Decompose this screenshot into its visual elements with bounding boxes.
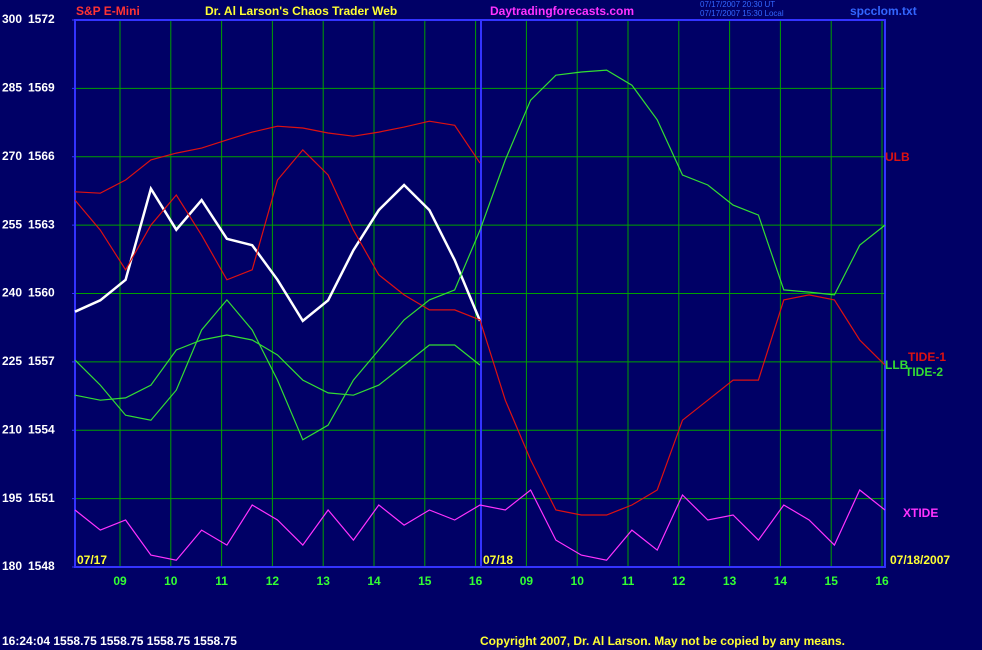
x-tick-label: 15 [825,574,839,588]
date-label: 07/17 [77,553,107,567]
x-tick-label: 10 [164,574,178,588]
series-line [74,183,482,323]
x-tick-label: 16 [469,574,483,588]
date-label: 07/18 [483,553,513,567]
y-tick-label: 210 [2,422,22,436]
y-tick-label: 285 [2,81,22,95]
y-tick-label: 270 [2,149,22,163]
x-tick-label: 09 [520,574,534,588]
series-line [74,149,886,516]
y-tick-label: 195 [2,491,22,505]
y2-tick-label: 1566 [28,149,55,163]
y-tick-label: 240 [2,286,22,300]
x-tick-label: 13 [317,574,331,588]
website: Daytradingforecasts.com [490,4,634,18]
y-tick-label: 225 [2,354,22,368]
x-tick-label: 15 [418,574,432,588]
series-line [74,120,481,194]
y2-tick-label: 1569 [28,81,55,95]
x-tick-label: 13 [723,574,737,588]
series-label: TIDE-1 [908,350,946,364]
y-tick-label: 300 [2,12,22,26]
x-tick-label: 14 [367,574,381,588]
x-tick-label: 12 [672,574,686,588]
y-tick-label: 255 [2,217,22,231]
x-tick-label: 09 [113,574,127,588]
x-tick-label: 12 [266,574,280,588]
y2-tick-label: 1563 [28,217,55,231]
series-label: LLB [885,358,909,372]
symbol: S&P E-Mini [76,4,140,18]
quote: 16:24:04 1558.75 1558.75 1558.75 1558.75 [2,634,237,648]
series-label: XTIDE [903,506,938,520]
chart-title: Dr. Al Larson's Chaos Trader Web [205,4,397,18]
y-tick-label: 180 [2,559,22,573]
series-label: ULB [885,150,910,164]
file-name: spcclom.txt [850,4,917,18]
timestamp: 07/17/2007 20:30 UT [700,0,775,9]
y2-tick-label: 1548 [28,559,55,573]
x-tick-label: 11 [622,574,635,588]
x-tick-label: 11 [215,574,228,588]
y2-tick-label: 1560 [28,286,55,300]
series-label: TIDE-2 [905,365,943,379]
x-tick-label: 14 [774,574,788,588]
date-label: 07/18/2007 [890,553,950,567]
x-tick-label: 10 [571,574,585,588]
y2-tick-label: 1572 [28,12,55,26]
y2-tick-label: 1557 [28,354,55,368]
series-line [74,69,886,441]
timestamp: 07/17/2007 15:30 Local [700,9,784,18]
series-line [74,489,886,561]
x-tick-label: 16 [875,574,889,588]
y2-tick-label: 1551 [28,491,55,505]
y2-tick-label: 1554 [28,422,55,436]
copyright: Copyright 2007, Dr. Al Larson. May not b… [480,634,845,648]
series-line [74,334,481,401]
